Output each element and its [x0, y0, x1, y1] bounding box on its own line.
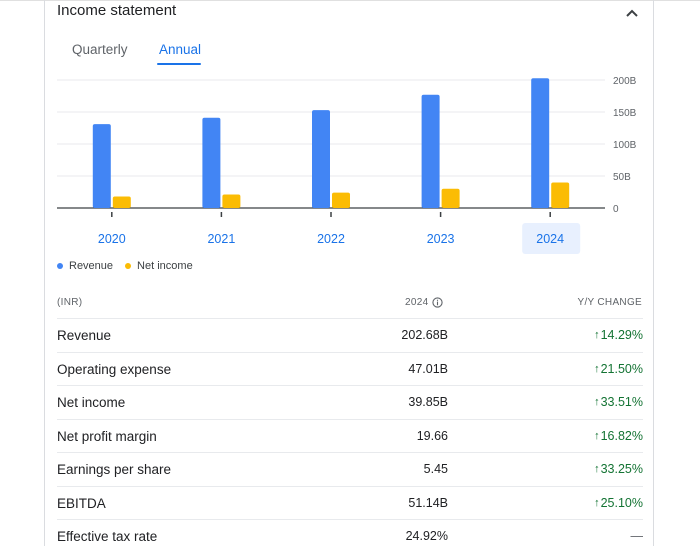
- row-label: Net profit margin: [57, 428, 157, 444]
- revenue-bar: [421, 94, 440, 208]
- chart-legend: Revenue Net income: [57, 260, 205, 272]
- y-tick-label: 100B: [613, 140, 637, 151]
- row-label: EBITDA: [57, 495, 106, 511]
- legend-item-net-income: Net income: [125, 260, 193, 272]
- row-value: 19.66: [416, 428, 448, 443]
- row-change-value: 14.29%: [600, 328, 643, 342]
- row-value: 51.14B: [408, 495, 448, 510]
- info-icon[interactable]: [432, 297, 444, 308]
- row-change-value: —: [630, 529, 644, 543]
- legend-label-revenue: Revenue: [69, 260, 114, 272]
- arrow-up-icon: ↑: [594, 429, 600, 442]
- row-change: —: [631, 529, 644, 543]
- row-change: ↑ 33.25%: [594, 462, 643, 476]
- arrow-up-icon: ↑: [594, 362, 600, 375]
- row-change-value: 33.25%: [600, 462, 643, 476]
- revenue-bar: [92, 124, 111, 208]
- table-row: Net profit margin 19.66 ↑ 16.82%: [57, 418, 643, 452]
- y-tick-label: 0: [613, 204, 619, 215]
- table-row: EBITDA 51.14B ↑ 25.10%: [57, 485, 643, 519]
- table-row: Earnings per share 5.45 ↑ 33.25%: [57, 452, 643, 485]
- row-value: 202.68B: [401, 328, 448, 342]
- table-row: Operating expense 47.01B ↑ 21.50%: [57, 351, 643, 385]
- net-income-bar: [551, 182, 570, 208]
- table-row: Revenue 202.68B ↑ 14.29%: [57, 318, 643, 351]
- table-change-header: Y/Y CHANGE: [577, 297, 642, 308]
- legend-label-net-income: Net income: [137, 260, 193, 272]
- active-tab-indicator: [157, 63, 201, 65]
- legend-item-revenue: Revenue: [57, 260, 113, 272]
- row-change: ↑ 21.50%: [594, 362, 643, 376]
- row-label: Effective tax rate: [57, 529, 158, 544]
- table-row: Effective tax rate 24.92% —: [57, 519, 643, 552]
- row-change-value: 21.50%: [600, 361, 643, 376]
- arrow-up-icon: ↑: [594, 463, 600, 475]
- x-tick-label: 2021: [207, 232, 235, 246]
- x-tick-label: 2023: [427, 232, 455, 246]
- arrow-up-icon: ↑: [594, 496, 600, 509]
- x-tick-label: 2022: [317, 232, 345, 246]
- row-change: ↑ 14.29%: [594, 328, 643, 342]
- row-label: Earnings per share: [57, 462, 172, 477]
- arrow-up-icon: ↑: [594, 329, 600, 341]
- x-tick-label: 2024: [536, 232, 564, 246]
- tab-annual[interactable]: Annual: [159, 42, 202, 57]
- row-value: 5.45: [423, 462, 448, 476]
- net-income-bar: [112, 196, 131, 208]
- selected-year-highlight: [522, 223, 581, 254]
- row-change-value: 33.51%: [600, 395, 643, 409]
- row-change-value: 16.82%: [600, 428, 643, 443]
- revenue-bar: [531, 78, 550, 209]
- row-change: ↑ 25.10%: [594, 496, 643, 510]
- table-year-label: 2024: [405, 297, 429, 308]
- card-title: Income statement: [57, 2, 177, 19]
- row-label: Revenue: [57, 328, 112, 343]
- table-unit-header: (INR): [57, 297, 83, 308]
- table-year-header: 2024: [405, 297, 444, 308]
- row-label: Net income: [57, 395, 126, 410]
- y-tick-label: 150B: [613, 108, 637, 119]
- tab-quarterly[interactable]: Quarterly: [72, 42, 128, 57]
- revenue-bar: [202, 117, 221, 208]
- net-income-bar: [222, 194, 241, 208]
- table-row: Net income 39.85B ↑ 33.51%: [57, 385, 643, 418]
- y-tick-label: 200B: [613, 76, 637, 87]
- income-statement-card: Income statement Quarterly Annual 0 50B 10…: [44, 0, 654, 546]
- chevron-up-icon[interactable]: [623, 6, 641, 20]
- revenue-legend-dot: [57, 263, 63, 269]
- income-chart: 0 50B 100B 150B 200B 2020 2021 2022 2023 2024: [57, 76, 637, 254]
- net-income-bar: [441, 188, 460, 208]
- row-change-value: 25.10%: [600, 495, 643, 510]
- top-divider: [0, 0, 700, 1]
- row-value: 47.01B: [408, 361, 448, 376]
- revenue-bar: [312, 110, 330, 208]
- row-value: 24.92%: [405, 529, 448, 543]
- row-value: 39.85B: [408, 395, 448, 409]
- x-tick-label: 2020: [98, 232, 126, 246]
- net-income-legend-dot: [125, 263, 132, 269]
- row-change: ↑ 33.51%: [594, 395, 643, 409]
- y-tick-label: 50B: [613, 172, 631, 183]
- row-change: ↑ 16.82%: [594, 429, 643, 443]
- net-income-bar: [332, 192, 350, 208]
- arrow-up-icon: ↑: [594, 396, 600, 408]
- row-label: Operating expense: [57, 361, 172, 377]
